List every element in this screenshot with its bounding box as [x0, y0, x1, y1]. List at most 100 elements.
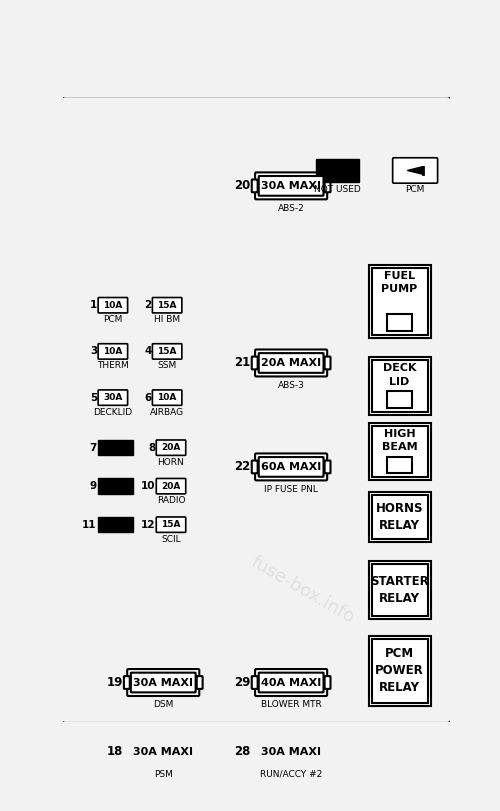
Text: 30A MAXI: 30A MAXI	[133, 747, 193, 757]
Text: ABS-2: ABS-2	[278, 204, 304, 212]
Text: SSM: SSM	[158, 362, 177, 371]
Text: 15A: 15A	[158, 347, 177, 356]
Bar	[368, 357, 430, 415]
Text: 4: 4	[144, 346, 152, 356]
Text: THERM: THERM	[97, 362, 129, 371]
Text: 10A: 10A	[158, 393, 177, 402]
Text: BLOWER MTR: BLOWER MTR	[261, 700, 322, 710]
FancyBboxPatch shape	[255, 808, 327, 811]
Bar	[387, 391, 412, 408]
FancyBboxPatch shape	[127, 669, 200, 696]
Bar	[387, 457, 412, 474]
Text: 15A: 15A	[161, 520, 181, 529]
Text: 20: 20	[234, 179, 251, 192]
Bar	[372, 639, 428, 702]
FancyBboxPatch shape	[255, 453, 327, 480]
FancyBboxPatch shape	[252, 676, 258, 689]
Text: 30A MAXI: 30A MAXI	[261, 181, 321, 191]
Text: 15A: 15A	[158, 301, 177, 310]
FancyBboxPatch shape	[152, 390, 182, 406]
Bar	[368, 637, 430, 706]
Text: 29: 29	[234, 676, 251, 689]
Text: HORNS
RELAY: HORNS RELAY	[376, 502, 424, 532]
Text: RUN/ACCY #2: RUN/ACCY #2	[260, 770, 322, 779]
Bar	[368, 423, 430, 480]
FancyBboxPatch shape	[324, 676, 330, 689]
Text: PCM: PCM	[406, 185, 425, 194]
FancyBboxPatch shape	[131, 672, 196, 693]
Text: ABS-3: ABS-3	[278, 380, 304, 389]
Text: FUEL
PUMP: FUEL PUMP	[382, 271, 418, 294]
Bar	[372, 495, 428, 539]
Bar	[98, 440, 132, 455]
Text: 30A: 30A	[103, 393, 122, 402]
FancyBboxPatch shape	[152, 344, 182, 359]
Bar	[368, 492, 430, 542]
FancyBboxPatch shape	[252, 179, 258, 192]
Text: 10: 10	[141, 481, 156, 491]
Text: 20A: 20A	[162, 443, 180, 453]
Text: 5: 5	[90, 393, 98, 402]
FancyBboxPatch shape	[98, 390, 128, 406]
FancyBboxPatch shape	[258, 457, 324, 477]
Bar	[372, 426, 428, 478]
FancyBboxPatch shape	[392, 158, 438, 183]
Text: 8: 8	[148, 443, 156, 453]
Text: 7: 7	[89, 443, 96, 453]
Text: 22: 22	[234, 461, 251, 474]
Text: fuse-box.info: fuse-box.info	[248, 553, 358, 627]
FancyBboxPatch shape	[98, 344, 128, 359]
FancyBboxPatch shape	[156, 517, 186, 532]
Text: DSM: DSM	[153, 700, 174, 710]
Text: 20A MAXI: 20A MAXI	[261, 358, 321, 368]
Text: AIRBAG: AIRBAG	[150, 408, 184, 417]
Bar	[372, 360, 428, 412]
FancyBboxPatch shape	[255, 738, 327, 766]
FancyBboxPatch shape	[98, 298, 128, 313]
Text: STARTER
RELAY: STARTER RELAY	[370, 575, 429, 605]
FancyBboxPatch shape	[252, 745, 258, 758]
FancyBboxPatch shape	[324, 357, 330, 369]
Text: 20A: 20A	[162, 482, 180, 491]
FancyBboxPatch shape	[255, 669, 327, 696]
Text: 10A: 10A	[103, 301, 122, 310]
Polygon shape	[408, 166, 423, 174]
Bar	[98, 517, 132, 532]
Bar	[372, 268, 428, 335]
FancyBboxPatch shape	[61, 96, 452, 723]
Bar	[98, 478, 132, 494]
FancyBboxPatch shape	[131, 742, 196, 762]
FancyBboxPatch shape	[196, 676, 202, 689]
Text: HIGH
BEAM: HIGH BEAM	[382, 429, 418, 452]
FancyBboxPatch shape	[196, 745, 202, 758]
Bar	[372, 564, 428, 616]
FancyBboxPatch shape	[124, 745, 130, 758]
Bar	[316, 159, 359, 182]
Text: 40A MAXI: 40A MAXI	[261, 677, 321, 688]
Text: 1: 1	[90, 300, 98, 311]
FancyBboxPatch shape	[258, 672, 324, 693]
FancyBboxPatch shape	[324, 461, 330, 474]
Text: 6: 6	[144, 393, 152, 402]
Text: 19: 19	[106, 676, 123, 689]
Bar	[387, 314, 412, 331]
FancyBboxPatch shape	[127, 738, 200, 766]
Text: SCIL: SCIL	[161, 534, 181, 543]
Text: PSM: PSM	[154, 770, 172, 779]
FancyBboxPatch shape	[252, 357, 258, 369]
FancyBboxPatch shape	[252, 461, 258, 474]
Text: 3: 3	[90, 346, 98, 356]
FancyBboxPatch shape	[324, 745, 330, 758]
Text: 28: 28	[234, 745, 251, 758]
Text: RADIO: RADIO	[157, 496, 185, 505]
Text: 12: 12	[141, 520, 156, 530]
Text: DECK
LID: DECK LID	[383, 363, 416, 387]
FancyBboxPatch shape	[258, 353, 324, 373]
Text: PCM
POWER
RELAY: PCM POWER RELAY	[375, 647, 424, 694]
FancyBboxPatch shape	[255, 173, 327, 200]
Text: 2: 2	[144, 300, 152, 311]
Text: DECKLID: DECKLID	[94, 408, 132, 417]
Text: 9: 9	[89, 481, 96, 491]
FancyBboxPatch shape	[156, 440, 186, 455]
Text: 21: 21	[234, 357, 251, 370]
